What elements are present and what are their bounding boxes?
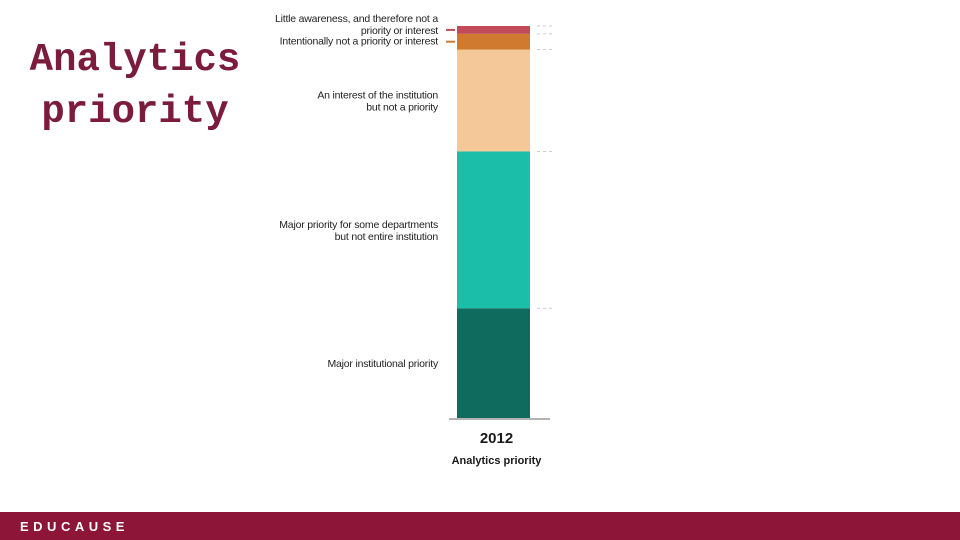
bar-segment — [457, 49, 530, 152]
series-label: Little awareness, and therefore not a — [275, 13, 438, 25]
footer-brand-logo: EDUCAUSE — [20, 519, 129, 534]
bar-segment — [457, 26, 530, 34]
slide-title-text: Analytics priority — [29, 38, 241, 134]
series-label: but not entire institution — [335, 231, 439, 243]
footer-bar: EDUCAUSE — [0, 512, 960, 540]
series-label: but not a priority — [366, 101, 439, 113]
slide-title: Analytics priority — [10, 34, 260, 138]
bar-segment — [457, 308, 530, 418]
series-label: Major priority for some departments — [279, 219, 438, 231]
series-label: Intentionally not a priority or interest — [280, 36, 439, 48]
x-tick-label: 2012 — [480, 430, 513, 447]
x-axis-label: Analytics priority — [452, 455, 543, 467]
series-label: Major institutional priority — [327, 358, 438, 370]
bar-segment — [457, 151, 530, 309]
series-label: An interest of the institution — [317, 89, 438, 101]
series-label: priority or interest — [361, 25, 438, 37]
bar-segment — [457, 33, 530, 50]
